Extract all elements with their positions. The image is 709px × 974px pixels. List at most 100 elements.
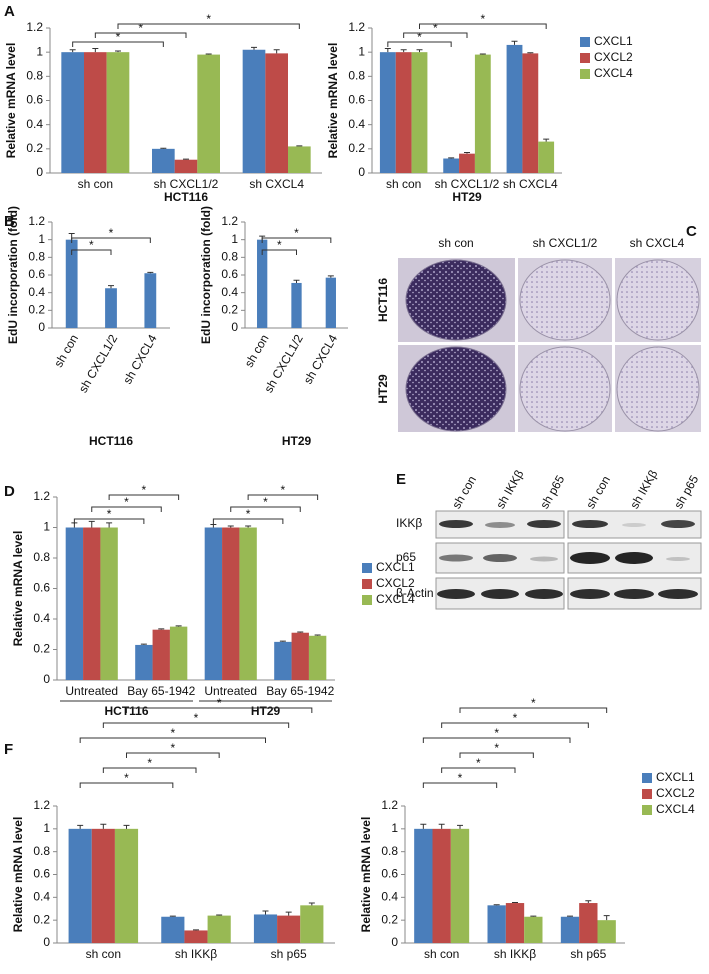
error-bar — [327, 275, 334, 278]
row-label: HCT116 — [376, 278, 390, 322]
significance-bracket — [403, 32, 468, 38]
y-tick-label: 0.2 — [28, 303, 45, 317]
x-tick-label: Untreated — [65, 684, 118, 698]
legend-swatch — [642, 773, 652, 783]
significance-bracket — [79, 737, 266, 743]
bar — [61, 52, 84, 173]
error-bar — [216, 914, 223, 916]
band — [439, 520, 473, 528]
y-tick-label: 1.2 — [26, 20, 43, 34]
bar — [204, 527, 223, 680]
y-tick-label: 0.4 — [26, 117, 43, 131]
column-label: sh CXCL4 — [630, 236, 685, 250]
error-bar — [384, 48, 391, 53]
y-tick-label: 0.6 — [33, 867, 50, 881]
error-bar — [314, 634, 321, 636]
significance-label: * — [417, 30, 422, 44]
y-tick-label: 0.2 — [381, 912, 398, 926]
legend-label: CXCL2 — [376, 576, 415, 590]
bar — [487, 905, 506, 943]
y-tick-label: 0 — [231, 320, 238, 334]
y-tick-label: 0.2 — [348, 141, 365, 155]
significance-label: * — [246, 507, 251, 521]
western-blot: sh con sh IKKβ sh p65 sh con sh IKKβ sh … — [396, 467, 702, 610]
significance-label: * — [206, 12, 211, 26]
x-tick-label: Untreated — [204, 684, 257, 698]
significance-label: * — [294, 226, 299, 240]
error-bar — [227, 525, 234, 528]
y-tick-label: 0 — [358, 165, 365, 179]
error-bar — [262, 910, 269, 915]
error-bar — [567, 915, 573, 917]
error-bar — [285, 911, 292, 916]
legend-swatch — [580, 69, 590, 79]
band — [527, 520, 561, 528]
y-tick-label: 0.8 — [26, 69, 43, 83]
legend-label: CXCL2 — [656, 786, 695, 800]
significance-bracket — [126, 752, 220, 758]
bar — [84, 52, 107, 173]
y-tick-label: 0 — [36, 165, 43, 179]
band — [483, 554, 517, 562]
significance-label: * — [124, 771, 129, 785]
y-tick-label: 0.8 — [221, 250, 238, 264]
panel-letter: E — [396, 471, 406, 488]
significance-bracket — [91, 506, 162, 512]
x-tick-label: sh CXCL4 — [120, 332, 160, 387]
bar — [253, 914, 278, 943]
legend-swatch — [642, 789, 652, 799]
bar — [100, 527, 118, 680]
y-axis-label: Relative mRNA level — [359, 817, 373, 933]
significance-bracket — [108, 494, 180, 500]
bar — [257, 239, 268, 328]
y-tick-label: 1 — [38, 232, 45, 246]
significance-bracket — [73, 518, 145, 524]
error-bar — [420, 823, 427, 829]
error-bar — [193, 929, 199, 931]
band — [614, 589, 654, 599]
error-bar — [69, 49, 76, 53]
lane-label: sh IKKβ — [627, 467, 660, 511]
bar — [197, 54, 220, 174]
row-label: HT29 — [376, 374, 390, 404]
y-tick-label: 0.8 — [348, 69, 365, 83]
bar — [274, 641, 292, 680]
significance-label: * — [494, 726, 499, 740]
significance-label: * — [194, 711, 199, 725]
error-bar — [457, 824, 463, 829]
panel-letter: F — [4, 741, 13, 758]
significance-bracket — [102, 767, 197, 773]
y-tick-label: 0.4 — [33, 611, 50, 625]
bar — [459, 153, 475, 173]
y-axis-label: Relative mRNA level — [11, 817, 25, 933]
bar — [135, 644, 153, 680]
bar — [242, 49, 266, 173]
colony-assay: sh con sh CXCL1/2 sh CXCL4 HCT116 HT29 — [376, 236, 701, 432]
band — [485, 522, 515, 528]
plate — [519, 259, 611, 341]
lane-label: sh p65 — [537, 473, 567, 511]
significance-label: * — [494, 741, 499, 755]
significance-label: * — [531, 696, 536, 710]
y-tick-label: 1 — [36, 44, 43, 58]
bar — [411, 52, 428, 173]
x-axis-label: HCT116 — [89, 434, 133, 448]
x-tick-label: sh CXCL4 — [503, 177, 558, 191]
significance-label: * — [433, 21, 438, 35]
bar — [83, 527, 101, 680]
y-tick-label: 0.2 — [33, 642, 50, 656]
significance-label: * — [124, 495, 129, 509]
error-bar — [175, 625, 182, 627]
significance-label: * — [138, 21, 143, 35]
bar — [291, 632, 309, 680]
column-label: sh CXCL1/2 — [533, 236, 598, 250]
y-tick-label: 1.2 — [33, 489, 50, 503]
error-bar — [296, 145, 303, 147]
x-tick-label: sh con — [86, 947, 121, 961]
y-axis-label: EdU incorporation (fold) — [199, 206, 213, 344]
significance-bracket — [212, 518, 284, 524]
bar — [161, 916, 185, 943]
y-tick-label: 0.4 — [28, 285, 45, 299]
band — [570, 552, 610, 564]
significance-bracket — [117, 23, 300, 29]
